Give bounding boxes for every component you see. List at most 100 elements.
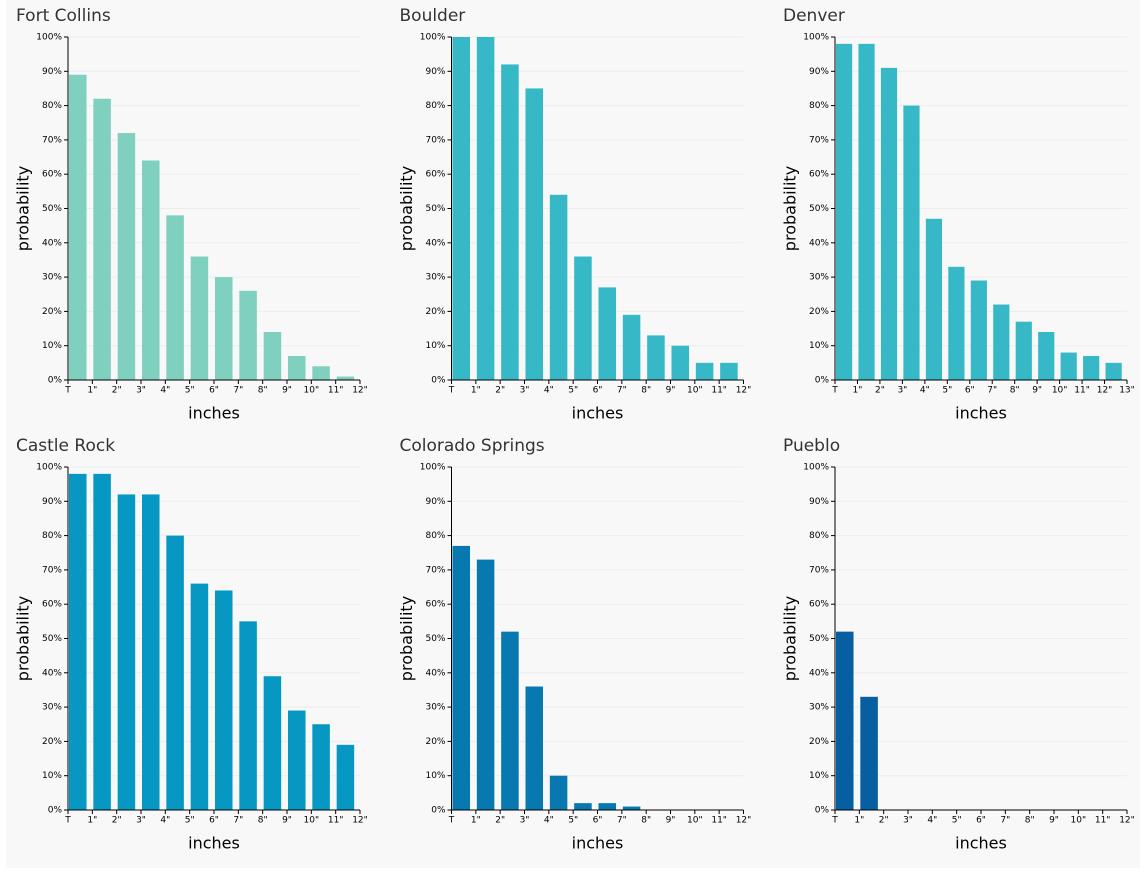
x-tick-label: T xyxy=(64,816,71,826)
y-tick-label: 40% xyxy=(425,668,445,678)
bar xyxy=(476,559,495,810)
bar xyxy=(452,545,471,810)
bar xyxy=(452,37,471,380)
y-tick-label: 50% xyxy=(809,204,829,214)
y-axis-label: probability xyxy=(397,166,416,251)
y-tick-label: 20% xyxy=(42,307,62,317)
x-tick-label: 9" xyxy=(666,816,676,826)
y-tick-label: 60% xyxy=(425,170,445,180)
x-tick-label: 11" xyxy=(711,816,727,826)
x-tick-label: 12" xyxy=(736,386,752,396)
y-tick-label: 50% xyxy=(42,204,62,214)
bar xyxy=(69,74,87,380)
bar xyxy=(549,775,568,810)
y-tick-label: 70% xyxy=(809,565,829,575)
bar xyxy=(263,331,282,380)
bar xyxy=(190,583,209,810)
y-tick-label: 20% xyxy=(809,307,829,317)
x-tick-label: 6" xyxy=(965,386,975,396)
chart-panel: Pueblo 0% 10% 20% 30% 40% 50% 60% 70% 80% 90% 100% T… xyxy=(781,436,1135,853)
bar xyxy=(598,287,617,380)
x-tick-label: 10" xyxy=(687,386,703,396)
y-tick-label: 0% xyxy=(48,806,63,816)
y-axis-label: probability xyxy=(397,596,416,681)
chart-panel: Castle Rock 0% 10% 20% 30% 40% 50% 60% 70% 80% 90%… xyxy=(14,436,368,853)
bar xyxy=(598,803,617,810)
bar xyxy=(880,67,898,381)
x-tick-label: T xyxy=(831,386,838,396)
y-tick-label: 0% xyxy=(431,376,446,386)
x-tick-label: 4" xyxy=(927,816,937,826)
x-axis-label: inches xyxy=(572,404,624,423)
y-tick-label: 90% xyxy=(809,497,829,507)
y-tick-label: 20% xyxy=(425,307,445,317)
x-tick-label: 2" xyxy=(879,816,889,826)
x-tick-label: 9" xyxy=(666,386,676,396)
bar xyxy=(647,335,665,380)
x-tick-label: 2" xyxy=(875,386,885,396)
x-tick-label: 9" xyxy=(282,386,292,396)
y-tick-label: 10% xyxy=(42,341,62,351)
x-tick-label: 8" xyxy=(258,816,268,826)
bar xyxy=(948,266,965,380)
y-tick-label: 30% xyxy=(809,703,829,713)
y-tick-label: 80% xyxy=(809,531,829,541)
bar xyxy=(215,277,233,380)
bar xyxy=(1015,321,1032,380)
y-tick-label: 90% xyxy=(809,67,829,77)
x-tick-label: 5" xyxy=(185,386,195,396)
x-tick-label: 3" xyxy=(903,816,913,826)
chart-title: Pueblo xyxy=(783,436,840,456)
x-tick-label: 4" xyxy=(920,386,930,396)
chart-title: Denver xyxy=(783,6,845,26)
bar xyxy=(263,676,282,810)
y-tick-label: 60% xyxy=(809,170,829,180)
bar xyxy=(970,280,987,380)
y-tick-label: 100% xyxy=(420,33,446,43)
y-tick-label: 10% xyxy=(809,771,829,781)
y-tick-label: 20% xyxy=(809,737,829,747)
x-tick-label: 7" xyxy=(617,386,627,396)
x-tick-label: 8" xyxy=(641,816,651,826)
bar xyxy=(525,88,544,380)
y-tick-label: 90% xyxy=(425,67,445,77)
x-tick-label: 7" xyxy=(987,386,997,396)
bar xyxy=(1083,355,1100,380)
bar xyxy=(93,473,111,810)
bar xyxy=(1038,331,1055,380)
y-tick-label: 60% xyxy=(42,170,62,180)
x-tick-label: 6" xyxy=(209,386,219,396)
x-tick-label: 2" xyxy=(495,816,505,826)
bar xyxy=(501,631,519,810)
y-tick-label: 70% xyxy=(809,135,829,145)
y-tick-label: 80% xyxy=(42,531,62,541)
bar xyxy=(903,105,920,380)
y-tick-label: 50% xyxy=(425,204,445,214)
y-tick-label: 40% xyxy=(42,238,62,248)
bar xyxy=(622,314,641,380)
y-tick-label: 70% xyxy=(425,135,445,145)
x-tick-label: 11" xyxy=(1074,386,1090,396)
bar xyxy=(574,803,592,810)
y-tick-label: 0% xyxy=(48,376,63,386)
x-tick-label: 8" xyxy=(258,386,268,396)
bar xyxy=(69,473,87,810)
y-tick-label: 30% xyxy=(42,703,62,713)
x-tick-label: 7" xyxy=(233,386,243,396)
y-tick-label: 70% xyxy=(42,135,62,145)
chart-panel: Fort Collins 0% 10% 20% 30% 40% 50% 60% 70% 80% 90… xyxy=(14,6,368,423)
x-tick-label: 12" xyxy=(352,816,368,826)
bar xyxy=(93,98,111,381)
y-axis-label: probability xyxy=(781,166,800,251)
bar xyxy=(860,696,878,810)
y-tick-label: 60% xyxy=(425,600,445,610)
y-tick-label: 20% xyxy=(42,737,62,747)
bar xyxy=(239,621,257,810)
y-tick-label: 30% xyxy=(42,273,62,283)
x-tick-label: 1" xyxy=(854,816,864,826)
bar xyxy=(336,376,355,380)
bar xyxy=(671,345,690,380)
x-tick-label: 11" xyxy=(328,816,344,826)
chart-title: Castle Rock xyxy=(16,436,115,456)
y-tick-label: 100% xyxy=(803,33,829,43)
